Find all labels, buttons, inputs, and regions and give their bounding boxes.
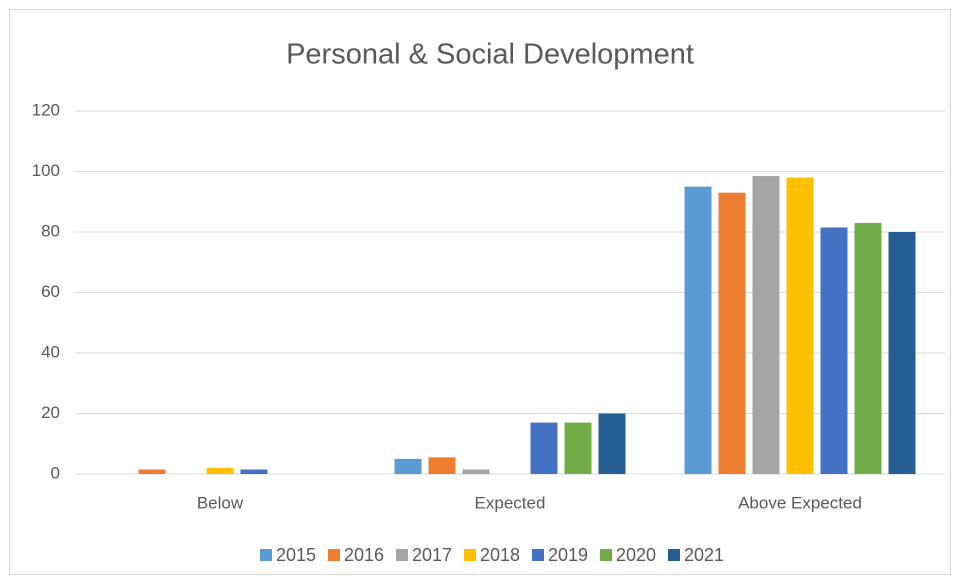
bar [786, 177, 814, 475]
y-tick-label: 20 [41, 403, 60, 422]
y-tick-label: 60 [41, 282, 60, 301]
y-tick-label: 100 [32, 161, 60, 180]
bar [820, 227, 848, 474]
legend-swatch [532, 549, 544, 561]
legend-label: 2016 [344, 545, 384, 565]
legend-label: 2017 [412, 545, 452, 565]
y-tick-label: 120 [32, 100, 60, 119]
x-tick-label: Below [197, 493, 244, 512]
bar [428, 457, 456, 474]
bar [138, 469, 166, 474]
y-tick-label: 80 [41, 221, 60, 240]
bar [206, 467, 234, 474]
x-tick-label: Expected [475, 493, 546, 512]
legend-label: 2020 [616, 545, 656, 565]
y-tick-label: 0 [51, 463, 60, 482]
legend-swatch [260, 549, 272, 561]
bar [564, 422, 592, 474]
bar [718, 192, 746, 475]
x-tick-label: Above Expected [738, 493, 862, 512]
bar [462, 469, 490, 474]
bar [684, 186, 712, 474]
bar [240, 469, 268, 474]
legend-label: 2021 [684, 545, 724, 565]
legend-label: 2015 [276, 545, 316, 565]
legend-swatch [668, 549, 680, 561]
legend-swatch [464, 549, 476, 561]
legend-swatch [600, 549, 612, 561]
bar [752, 176, 780, 474]
y-tick-label: 40 [41, 342, 60, 361]
bar [598, 413, 626, 474]
legend-label: 2018 [480, 545, 520, 565]
legend-swatch [396, 549, 408, 561]
legend-label: 2019 [548, 545, 588, 565]
bar [394, 458, 422, 474]
chart-title: Personal & Social Development [286, 39, 694, 71]
bar [530, 422, 558, 474]
bar [854, 222, 882, 474]
legend-swatch [328, 549, 340, 561]
bar [888, 232, 916, 474]
